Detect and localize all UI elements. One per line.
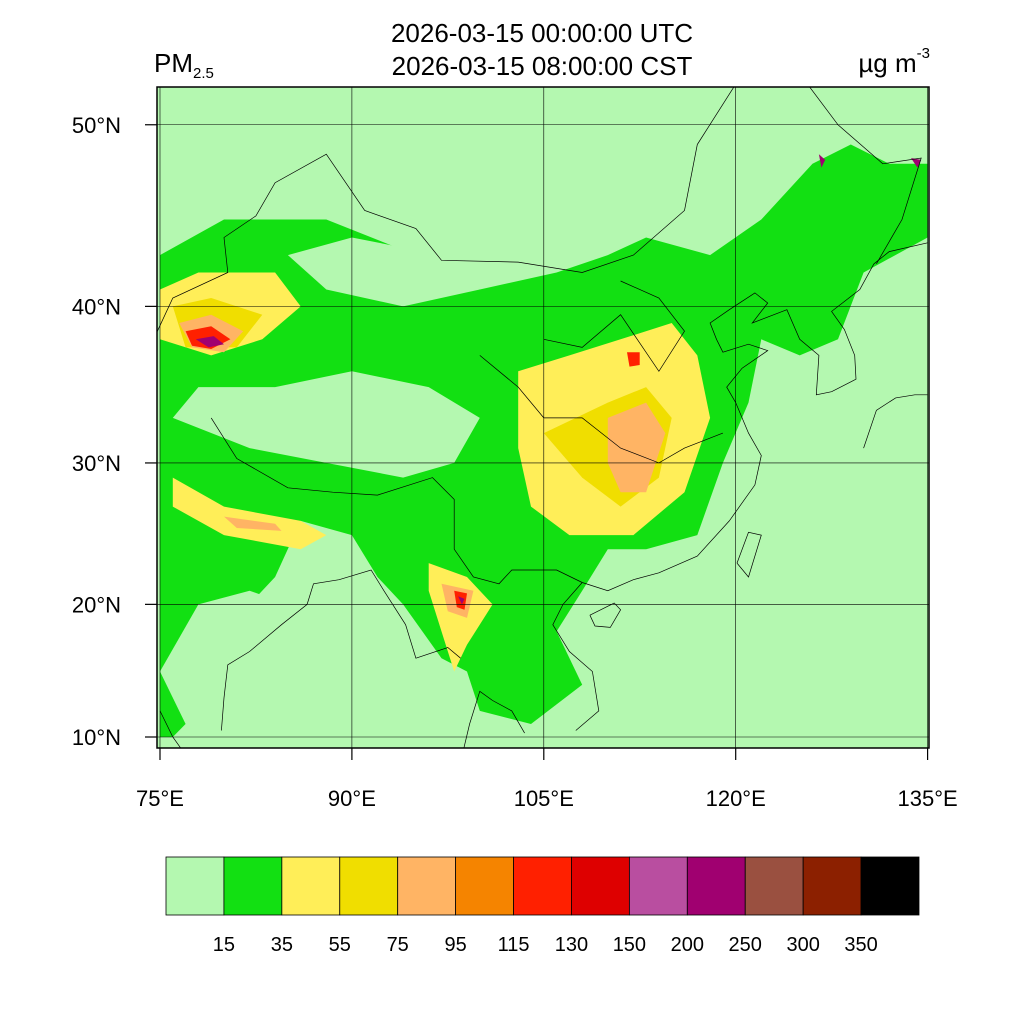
colorbar-label: 130 xyxy=(555,934,588,956)
colorbar-box xyxy=(455,856,514,916)
lon-tick-label: 105°E xyxy=(514,786,574,811)
colorbar-box xyxy=(686,856,746,916)
concentration-region xyxy=(287,237,480,307)
boundary-line xyxy=(479,355,724,464)
variable-name: PM xyxy=(154,48,193,78)
concentration-region xyxy=(224,516,282,531)
lat-tick-label: 10°N xyxy=(72,725,121,750)
lon-tick-label: 135°E xyxy=(898,786,958,811)
variable-label: PM2.5 xyxy=(154,48,214,82)
boundary-line xyxy=(582,242,928,592)
boundary-line xyxy=(589,602,622,628)
boundary-line xyxy=(210,417,583,585)
concentration-region xyxy=(458,596,465,605)
colorbar-label: 35 xyxy=(271,934,293,956)
concentration-region xyxy=(818,154,826,168)
lat-tick-label: 30°N xyxy=(72,451,121,476)
units-superscript: -3 xyxy=(917,45,930,62)
lat-tick-label: 20°N xyxy=(72,592,121,617)
map-area xyxy=(157,87,929,748)
colorbar-box xyxy=(628,856,688,916)
title-utc: 2026-03-15 00:00:00 UTC xyxy=(391,18,693,48)
colorbar-label: 300 xyxy=(786,934,819,956)
units-label: µg m-3 xyxy=(858,45,930,78)
colorbar-label: 115 xyxy=(498,934,530,956)
graticule: 10°N 20°N 30°N 40°N 50°N 75°E 90°E 105°E 120°E 13… xyxy=(72,87,958,811)
colorbar-label: 150 xyxy=(613,934,646,956)
concentration-region xyxy=(172,371,480,478)
colorbar-box xyxy=(339,856,399,916)
colorbar-label: 95 xyxy=(444,934,466,956)
boundary-line xyxy=(543,280,685,372)
colorbar-box xyxy=(802,856,862,916)
boundary-line xyxy=(863,394,928,449)
concentration-region xyxy=(160,590,288,724)
units-base: µg m xyxy=(858,48,916,78)
concentration-region xyxy=(911,158,922,168)
lat-tick-label: 50°N xyxy=(72,113,121,138)
concentration-region xyxy=(607,402,666,493)
colorbar-label: 250 xyxy=(729,934,762,956)
colorbar-label: 200 xyxy=(671,934,704,956)
colorbar-label: 55 xyxy=(329,934,351,956)
colorbar-label: 350 xyxy=(844,934,877,956)
colorbar: 15 35 55 75 95 115 130 150 200 250 300 350 xyxy=(165,856,920,956)
title-local: 2026-03-15 08:00:00 CST xyxy=(392,51,693,81)
boundary-line xyxy=(697,87,922,264)
lon-tick-label: 90°E xyxy=(328,786,376,811)
colorbar-box xyxy=(281,856,341,916)
boundary-line xyxy=(736,531,762,578)
map-frame xyxy=(156,86,930,749)
colorbar-box xyxy=(223,856,283,916)
concentration-region xyxy=(195,336,224,348)
colorbar-label: 75 xyxy=(387,934,409,956)
variable-subscript: 2.5 xyxy=(193,65,214,82)
colorbar-box xyxy=(744,856,804,916)
colorbar-box xyxy=(397,856,457,916)
colorbar-box xyxy=(860,856,920,916)
lon-tick-label: 120°E xyxy=(706,786,766,811)
colorbar-box xyxy=(165,856,225,916)
concentration-region xyxy=(627,352,640,367)
boundary-line xyxy=(221,569,461,731)
colorbar-box xyxy=(513,856,572,916)
colorbar-label: 15 xyxy=(213,934,235,956)
concentration-region xyxy=(172,477,327,550)
boundary-line xyxy=(463,690,525,748)
colorbar-box xyxy=(571,856,630,916)
lon-tick-label: 75°E xyxy=(136,786,184,811)
boundary-line xyxy=(157,144,698,333)
lat-tick-label: 40°N xyxy=(72,294,121,319)
